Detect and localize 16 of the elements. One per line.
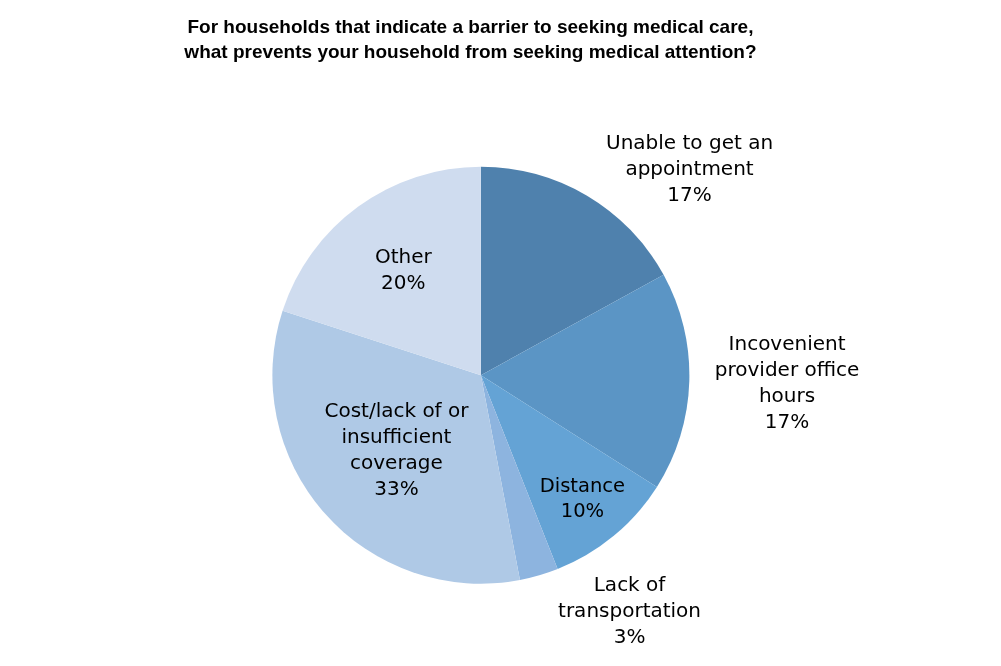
data-label: 33% [374, 476, 419, 501]
slice-label: Other [374, 243, 433, 268]
pie-slice [282, 166, 481, 376]
data-label: 17% [667, 181, 712, 206]
pie-slice [480, 375, 657, 570]
data-label: 3% [613, 624, 646, 649]
data-label: 17% [764, 408, 810, 433]
slice-label: Unable to get an appointment [606, 129, 774, 180]
chart-title: For households that indicate a barrier to seeking medical care, what prevents your household from seeking medical attention? [183, 16, 757, 62]
slice-label: Cost/lack of or insufficient coverage [324, 398, 470, 475]
slice-label: Incovenient provider office hours [714, 330, 860, 407]
pie-slice [272, 310, 520, 584]
data-label: 20% [381, 269, 426, 294]
slice-label: Distance [539, 474, 626, 498]
data-label: 10% [560, 499, 605, 523]
slice-label: Lack of transportation [558, 572, 702, 623]
